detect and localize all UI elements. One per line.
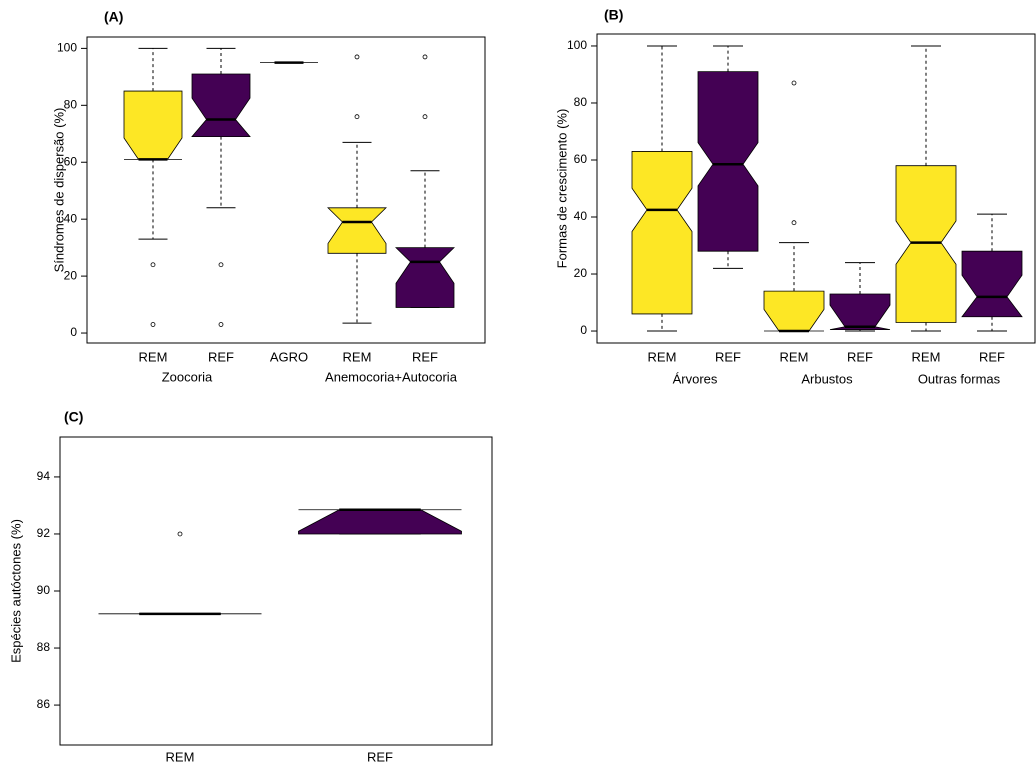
box [395, 247, 455, 308]
group-label: Outras formas [918, 371, 1001, 386]
x-tick-label: REF [847, 349, 873, 364]
box [697, 71, 759, 252]
y-axis-label: Síndromes de dispersão (%) [51, 108, 66, 273]
box [123, 90, 183, 160]
box [191, 73, 251, 138]
x-tick-label: REM [343, 349, 372, 364]
x-tick-label: REM [912, 349, 941, 364]
panel-title: (C) [64, 409, 83, 425]
box [631, 151, 693, 315]
y-tick-label: 40 [64, 211, 78, 225]
outlier [218, 322, 224, 327]
outlier [422, 114, 428, 120]
outlier [150, 262, 156, 268]
x-tick-label: REF [208, 349, 234, 364]
outlier [354, 114, 360, 120]
group-label: Árvores [673, 371, 718, 386]
outlier [177, 531, 183, 537]
box [763, 290, 825, 332]
x-tick-label: REF [412, 349, 438, 364]
y-tick-label: 86 [37, 697, 51, 711]
y-tick-label: 60 [64, 154, 78, 168]
x-tick-label: AGRO [270, 349, 308, 364]
y-tick-label: 88 [37, 640, 51, 654]
y-tick-label: 0 [70, 325, 77, 339]
x-tick-label: REM [166, 749, 195, 764]
y-tick-label: 94 [37, 469, 51, 483]
x-tick-label: REM [648, 349, 677, 364]
y-axis-label: Espécies autóctones (%) [8, 519, 23, 663]
outlier [791, 80, 797, 86]
x-tick-label: REF [715, 349, 741, 364]
plot-frame [596, 33, 1036, 344]
y-tick-label: 60 [574, 152, 588, 166]
outlier [422, 54, 428, 60]
plot-frame [59, 436, 493, 746]
x-tick-label: REM [780, 349, 809, 364]
plot-frame [86, 36, 486, 344]
box [961, 250, 1023, 318]
panel-title: (A) [104, 9, 123, 25]
box [895, 165, 957, 323]
y-tick-label: 0 [580, 323, 587, 337]
y-tick-label: 20 [574, 266, 588, 280]
y-tick-label: 80 [64, 97, 78, 111]
y-tick-label: 80 [574, 95, 588, 109]
x-tick-label: REF [367, 749, 393, 764]
box [829, 293, 891, 331]
y-tick-label: 90 [37, 583, 51, 597]
outlier [150, 322, 156, 327]
outlier [791, 220, 797, 226]
group-label: Anemocoria+Autocoria [325, 369, 458, 384]
y-tick-label: 100 [57, 41, 77, 55]
panel-title: (B) [604, 7, 623, 23]
outlier [354, 54, 360, 60]
x-tick-label: REM [139, 349, 168, 364]
x-tick-label: REF [979, 349, 1005, 364]
box [327, 207, 387, 254]
outlier [218, 262, 224, 268]
box [298, 509, 462, 535]
y-axis-label: Formas de crescimento (%) [554, 109, 569, 269]
y-tick-label: 100 [567, 38, 587, 52]
y-tick-label: 92 [37, 526, 51, 540]
y-tick-label: 40 [574, 209, 588, 223]
group-label: Arbustos [801, 371, 853, 386]
y-tick-label: 20 [64, 268, 78, 282]
group-label: Zoocoria [162, 369, 213, 384]
